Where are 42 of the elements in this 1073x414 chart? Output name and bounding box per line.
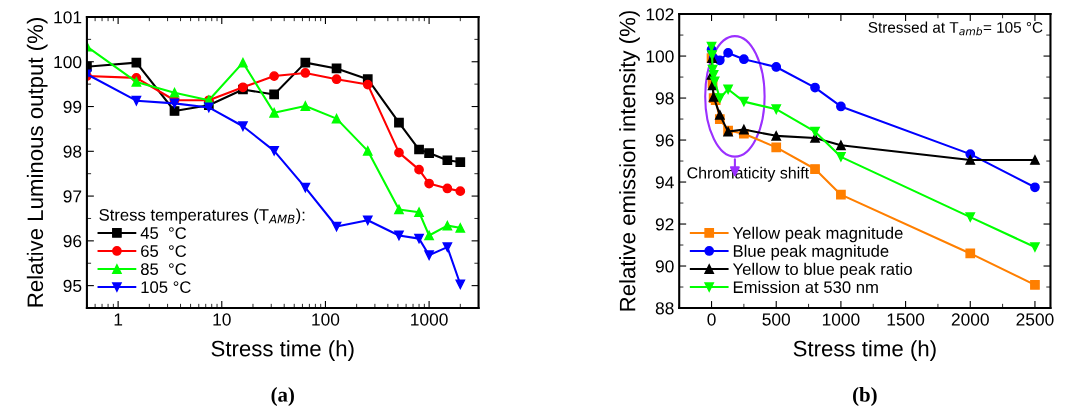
x-tick-label: 1000 bbox=[411, 313, 448, 326]
legend-label: Yellow peak magnitude bbox=[732, 226, 903, 243]
legend-label: 45 °C bbox=[140, 227, 187, 239]
legend-label: Emission at 530 nm bbox=[733, 280, 878, 294]
y-tick-label: 96 bbox=[63, 235, 82, 248]
x-axis-title: Stress time (h) bbox=[211, 340, 354, 361]
x-axis-title: Stress time (h) bbox=[793, 340, 936, 361]
y-tick-label: 98 bbox=[655, 92, 674, 105]
legend-title: Stress temperatures (T$_{AMB}$): bbox=[99, 208, 305, 225]
y-tick-label: 95 bbox=[63, 279, 82, 293]
x-tick-label: 2000 bbox=[951, 313, 989, 326]
x-tick-label: 1000 bbox=[822, 313, 860, 326]
x-tick-label: 1500 bbox=[887, 313, 925, 326]
y-tick-label: 90 bbox=[655, 260, 674, 273]
legend-label: 85 °C bbox=[140, 263, 187, 276]
legend-label: Yellow to blue peak ratio bbox=[732, 262, 912, 279]
x-tick-label: 10 bbox=[213, 313, 231, 326]
annotation: Stressed at T$_{amb}$= 105 °C bbox=[868, 21, 1043, 36]
legend-label: Blue peak magnitude bbox=[733, 244, 889, 261]
x-tick-label: 100 bbox=[312, 313, 340, 326]
y-tick-label: 88 bbox=[655, 302, 674, 315]
y-tick-label: 98 bbox=[63, 145, 82, 158]
y-tick-label: 101 bbox=[54, 11, 82, 24]
y-tick-label: 99 bbox=[63, 100, 82, 113]
text: (b) bbox=[853, 387, 877, 407]
y-tick-label: 92 bbox=[655, 218, 674, 231]
y-axis-title: Relative emission intensity (%) bbox=[619, 11, 640, 311]
x-tick-label: 2500 bbox=[1016, 313, 1054, 326]
y-tick-label: 97 bbox=[63, 190, 82, 203]
y-tick-label: 94 bbox=[655, 176, 674, 189]
y-tick-label: 96 bbox=[655, 134, 674, 147]
x-tick-label: 500 bbox=[762, 313, 791, 326]
annotation: Chromaticity shift bbox=[687, 166, 809, 182]
y-tick-label: 100 bbox=[54, 55, 82, 69]
legend-label: 105 °C bbox=[141, 281, 191, 294]
legend-label: 65 °C bbox=[141, 245, 187, 257]
x-tick-label: 0 bbox=[707, 313, 716, 326]
y-tick-label: 100 bbox=[646, 50, 674, 63]
y-axis-title: Relative Luminous output (%) bbox=[26, 18, 48, 307]
text: (a) bbox=[271, 387, 294, 407]
x-tick-label: 1 bbox=[114, 313, 123, 326]
y-tick-label: 102 bbox=[646, 8, 674, 21]
